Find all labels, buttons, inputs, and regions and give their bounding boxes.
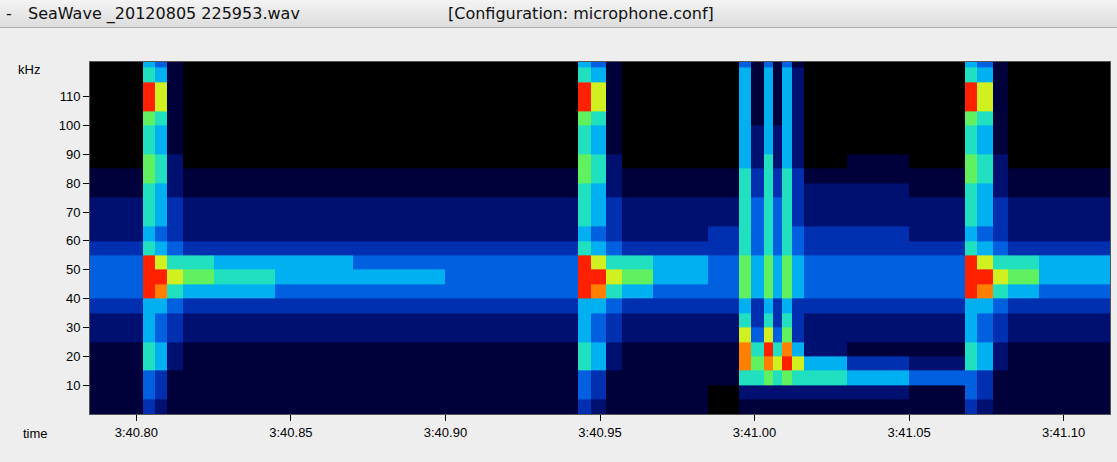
svg-text:10: 10	[66, 378, 80, 393]
svg-text:kHz: kHz	[18, 62, 40, 77]
svg-text:3:40.95: 3:40.95	[578, 425, 621, 440]
svg-text:3:41.00: 3:41.00	[733, 425, 776, 440]
svg-text:30: 30	[66, 320, 80, 335]
svg-text:80: 80	[66, 176, 80, 191]
svg-text:3:40.90: 3:40.90	[424, 425, 467, 440]
svg-text:50: 50	[66, 262, 80, 277]
svg-text:110: 110	[60, 89, 81, 104]
svg-text:3:41.05: 3:41.05	[887, 425, 930, 440]
svg-text:3:41.10: 3:41.10	[1042, 425, 1085, 440]
html-text:SeaWave _20120805 225953.wav: SeaWave _20120805 225953.wav	[28, 4, 300, 23]
svg-text:20: 20	[66, 349, 80, 364]
svg-text:100: 100	[59, 118, 81, 133]
svg-text:60: 60	[66, 233, 80, 248]
svg-text:70: 70	[66, 205, 80, 220]
svg-text:90: 90	[66, 147, 80, 162]
svg-text:40: 40	[66, 291, 80, 306]
svg-text:3:40.80: 3:40.80	[115, 425, 158, 440]
svg-text:time: time	[23, 426, 48, 441]
html-text:[Configuration: microphone.con: [Configuration: microphone.conf]	[448, 4, 714, 23]
svg-text:3:40.85: 3:40.85	[269, 425, 312, 440]
